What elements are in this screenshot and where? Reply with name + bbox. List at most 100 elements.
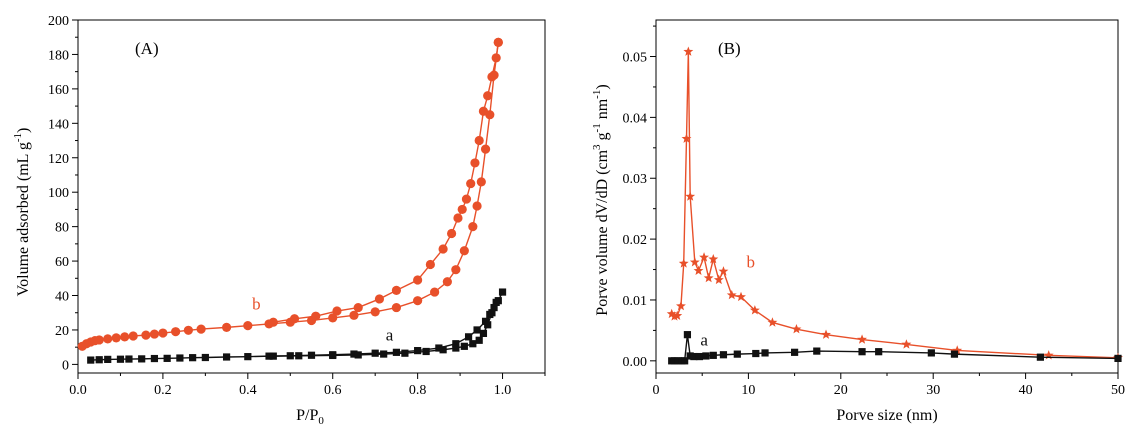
panel-a-series-b-point: [171, 327, 181, 337]
panel-a-series-a-point: [452, 344, 460, 352]
panel-b-series-a-point: [733, 350, 741, 358]
panel-a-series-b-point: [453, 213, 463, 223]
panel-a-series-b-point: [391, 302, 402, 313]
panel-a-y-title-end: ): [15, 128, 32, 133]
panel-a-series-a-point: [350, 350, 358, 358]
panel-a-series-b-point: [268, 317, 278, 327]
panel-a-label: (A): [135, 39, 159, 58]
panel-a-series-a-point: [473, 326, 481, 334]
panel-a-series-b-point: [493, 37, 503, 47]
panel-a-y-tick-label: 20: [55, 324, 69, 339]
panel-a-series-b-point: [425, 259, 435, 270]
panel-a-x-title-main: P/P: [296, 407, 318, 424]
panel-a-series-b-point: [353, 302, 363, 313]
panel-a-series-b-point: [487, 72, 497, 82]
panel-a-series-b-point: [483, 91, 493, 101]
panel-a-series-a-point: [87, 356, 95, 364]
panel-b-y-tick-label: 0.03: [623, 172, 648, 187]
panel-b-y-tick-label: 0.01: [623, 294, 648, 309]
panel-b-series-a-point: [813, 347, 821, 355]
panel-a-y-tick-label: 160: [48, 83, 69, 98]
panel-b-y-title-main: Porve volume dV/dD (cm: [594, 149, 611, 315]
panel-a-x-tick-label: 0.0: [69, 383, 87, 398]
panel-b-x-tick-label: 40: [1019, 383, 1033, 398]
panel-a-series-a-point: [392, 348, 401, 356]
panel-b-series-b-point: [672, 310, 683, 320]
panel-a-series-a-point: [176, 354, 184, 362]
panel-b-series-a-point: [681, 357, 689, 365]
panel-a-series-b-point: [111, 333, 121, 343]
panel-a-series-a-point: [295, 352, 303, 360]
panel-a-frame: [77, 19, 546, 374]
panel-b-series-a-point: [695, 352, 704, 361]
panel-b-series-a-point: [709, 351, 717, 359]
panel-a-series-b-point: [391, 285, 402, 295]
panel-b-series-b-label: b: [747, 253, 756, 272]
panel-a-series-a-point: [138, 355, 146, 363]
panel-a-series-a-point: [488, 309, 496, 317]
panel-b-x-title: Porve size (nm): [836, 407, 937, 424]
panel-a-series-a-point: [269, 352, 277, 360]
panel-a-series-b-label: b: [252, 294, 261, 313]
panel-b-series-b-point: [708, 253, 719, 264]
panel-a-series-b-point: [413, 296, 423, 306]
panel-b-series-b-point: [718, 266, 729, 276]
panel-a-series-a-point: [422, 347, 430, 356]
panel-b-series-a-point: [761, 349, 769, 357]
panel-b-series-b-point: [952, 345, 963, 355]
panel-a-series-a-point: [354, 351, 362, 359]
panel-b-x-tick-label: 0: [653, 383, 660, 398]
panel-b-series-a-point: [858, 348, 866, 356]
panel-a-series-a-point: [222, 353, 231, 361]
panel-b-series-b: b: [666, 46, 1123, 362]
panel-a-series-a: a: [87, 288, 507, 364]
panel-b-series-b-point: [736, 291, 746, 302]
panel-b-series-a-point: [690, 352, 698, 361]
panel-b-series-b-point: [678, 258, 689, 268]
panel-b-series-b-point: [703, 272, 714, 283]
panel-b-series-b-point: [685, 191, 696, 201]
panel-b-series-a-label: a: [700, 331, 708, 350]
panel-a-series-b-point: [457, 204, 467, 215]
panel-a-x-tick-label: 0.2: [154, 383, 172, 398]
panel-a-series-a-point: [469, 340, 477, 348]
panel-b-series-a-point: [791, 348, 799, 356]
panel-b-series-a-point: [719, 351, 728, 359]
panel-a-series-b-point: [447, 228, 457, 239]
panel-a-series-b-point: [442, 277, 452, 287]
panel-b-y-title-mid2: nm: [594, 98, 611, 123]
panel-a-y-tick-label: 0: [62, 358, 69, 373]
panel-a-y-tick-label: 180: [48, 48, 69, 63]
panel-b-series-b-point: [666, 308, 677, 319]
panel-a-series-a-point: [329, 351, 337, 360]
panel-b-y-title-mid: g: [594, 132, 611, 144]
panel-a-series-b-point: [120, 332, 130, 342]
panel-a-series-a-point: [244, 353, 252, 361]
panel-a-series-b-point: [103, 334, 113, 344]
panel-a-series-a-point: [201, 353, 209, 362]
panel-b: (B) Porve size (nm) Porve volume dV/dD (…: [591, 19, 1125, 424]
panel-a-series-b: b: [77, 37, 503, 351]
panel-b-series-b-point: [767, 317, 778, 327]
panel-b-y-title-sup1: 3: [591, 144, 603, 150]
panel-a-series-b-point: [438, 244, 448, 254]
panel-a-series-b-point: [478, 106, 489, 116]
panel-a-series-a-point: [479, 329, 488, 337]
panel-a-series-b-point: [472, 201, 482, 211]
panel-b-x-tick-label: 20: [834, 383, 848, 398]
panel-b-series-b-point: [683, 46, 694, 56]
panel-a-series-b-point: [466, 178, 476, 189]
panel-a-series-b-point: [374, 294, 385, 304]
panel-a-series-a-point: [95, 356, 103, 364]
panel-a-series-a-point: [492, 298, 500, 306]
panel-b-series-b-point: [857, 334, 867, 344]
panel-a-y-tick-label: 140: [48, 117, 69, 132]
panel-a: (A) P/P0 Volume adsorbed (mL g-1) 0.0 0.2…: [12, 14, 546, 427]
panel-b-series-b-point: [681, 133, 692, 143]
panel-a-series-b-point: [349, 310, 359, 320]
panel-a-series-a-point: [460, 342, 468, 350]
panel-a-series-b-point: [196, 324, 206, 334]
panel-b-series-a-point: [927, 349, 935, 357]
panel-a-series-b-point: [480, 144, 491, 154]
panel-a-y-tick-label: 120: [48, 152, 69, 167]
